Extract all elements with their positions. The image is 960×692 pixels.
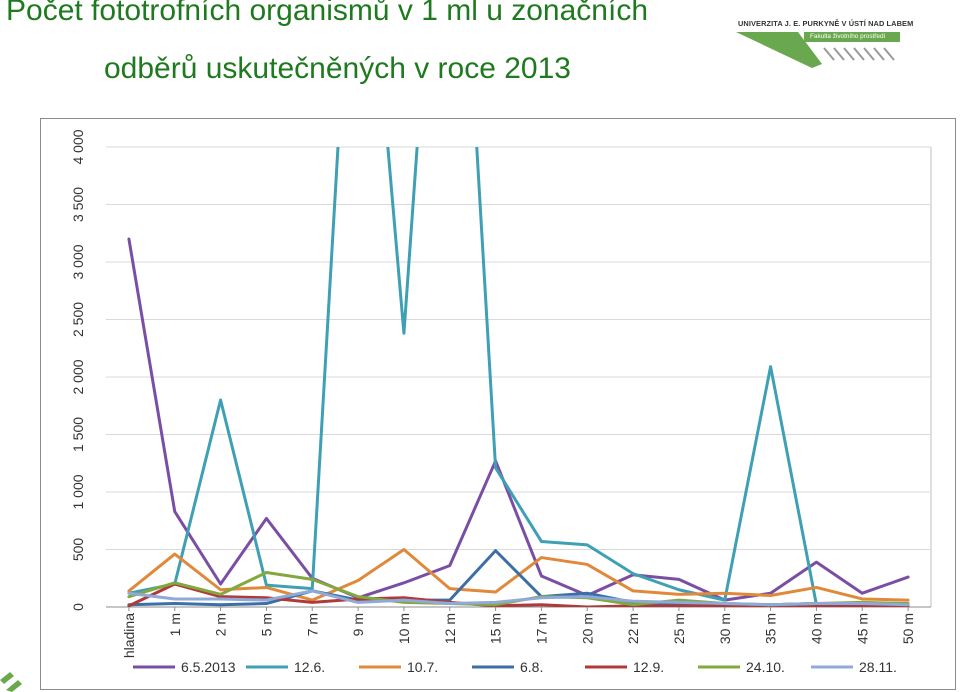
- x-tick-label: 22 m: [625, 613, 641, 644]
- x-tick-label: 15 m: [488, 613, 504, 644]
- legend-label: 10.7.: [407, 659, 438, 675]
- x-tick-label: 7 m: [304, 613, 320, 636]
- x-tick-label: 30 m: [717, 613, 733, 644]
- x-tick-label: 40 m: [808, 613, 824, 644]
- title-line2: odběrů uskutečněných v roce 2013: [104, 52, 571, 85]
- y-tick-label: 3 500: [70, 187, 86, 222]
- x-tick-label: 1 m: [167, 613, 183, 636]
- y-tick-label: 3 000: [70, 244, 86, 279]
- y-tick-label: 2 500: [70, 302, 86, 337]
- x-tick-label: hladina: [121, 613, 137, 658]
- title-line1: Počet fototrofních organismů v 1 ml u zo…: [6, 0, 648, 27]
- legend-label: 12.6.: [294, 659, 325, 675]
- y-tick-label: 1 000: [70, 474, 86, 509]
- y-tick-label: 1 500: [70, 417, 86, 452]
- legend-label: 28.11.: [859, 659, 897, 675]
- logo-university-name: UNIVERZITA J. E. PURKYNĚ V ÚSTÍ NAD LABE…: [738, 19, 914, 28]
- logo-faculty-name: Fakulta životního prostředí: [810, 33, 886, 40]
- x-tick-label: 9 m: [350, 613, 366, 636]
- x-tick-label: 50 m: [900, 613, 916, 644]
- legend-label: 6.8.: [520, 659, 543, 675]
- series-line-0: [127, 237, 910, 602]
- x-tick-label: 45 m: [854, 613, 870, 644]
- x-tick-label: 35 m: [763, 613, 779, 644]
- series-line-6: [127, 589, 910, 607]
- y-tick-label: 4 000: [70, 129, 86, 164]
- chart-frame: 0 500 1 000 1 500 2 000 2 500 3 000 3 500 4 000 …: [40, 118, 956, 690]
- y-tick-label: 2 000: [70, 359, 86, 394]
- university-logo: UNIVERZITA J. E. PURKYNĚ V ÚSTÍ NAD LABE…: [736, 12, 913, 72]
- y-tick-label: 0: [70, 603, 86, 611]
- y-tick-label: 500: [70, 538, 86, 562]
- logo-faculty-bar: [804, 32, 900, 42]
- legend-label: 24.10.: [746, 659, 785, 675]
- x-tick-label: 12 m: [442, 613, 458, 644]
- series-line-1: [127, 147, 910, 607]
- x-tick-label: 25 m: [671, 613, 687, 644]
- x-tick-label: 5 m: [258, 613, 274, 636]
- x-tick-label: 17 m: [533, 613, 549, 644]
- legend-label: 6.5.2013: [181, 659, 236, 675]
- x-tick-label: 10 m: [396, 613, 412, 644]
- logo-stripes-icon: [736, 32, 895, 68]
- x-tick-label: 2 m: [213, 613, 229, 636]
- x-tick-label: 20 m: [579, 613, 595, 644]
- corner-decoration-icon: [0, 672, 22, 692]
- legend-label: 12.9.: [633, 659, 664, 675]
